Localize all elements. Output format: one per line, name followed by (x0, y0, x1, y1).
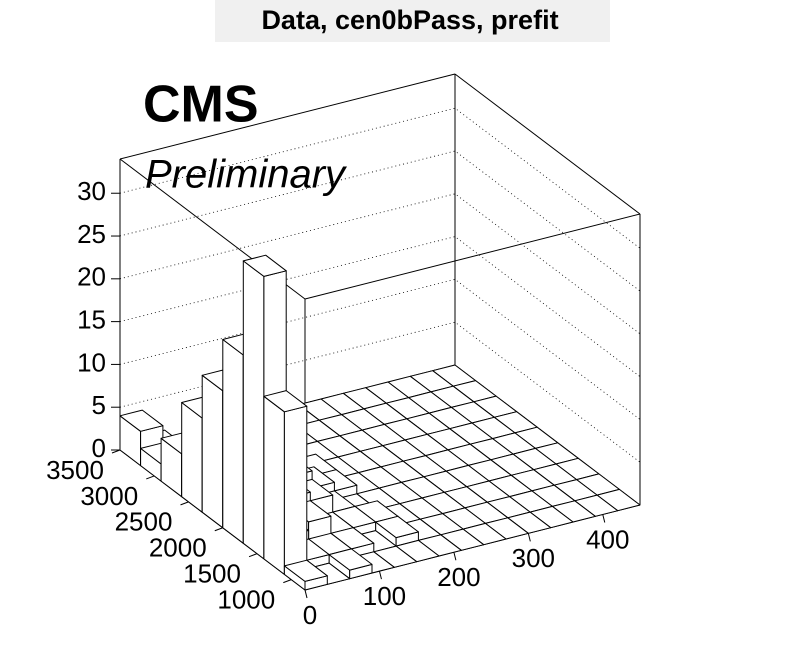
z-tick-label: 5 (92, 390, 106, 420)
grid-line (119, 193, 641, 335)
x-tick-label: 300 (512, 543, 555, 573)
y-tick-label: 1500 (183, 559, 241, 589)
x-tick (304, 589, 308, 599)
x-tick (602, 514, 606, 523)
bar-top (328, 548, 373, 571)
y-tick-label: 3000 (80, 481, 138, 511)
title-box (215, 0, 610, 42)
y-tick-label: 3500 (46, 455, 104, 485)
z-tick-label: 30 (77, 176, 106, 206)
bar (328, 548, 373, 580)
bar-top (283, 559, 328, 582)
grid-line (119, 321, 641, 463)
x-tick (527, 533, 531, 542)
bar (263, 390, 308, 575)
bar-side (181, 402, 203, 513)
chart-title: Data, cen0bPass, prefit (261, 5, 558, 35)
z-tick-label: 10 (77, 347, 106, 377)
bars (119, 254, 641, 591)
bar-front (283, 405, 308, 575)
z-tick-label: 15 (77, 304, 106, 334)
preliminary-label: Preliminary (145, 153, 348, 197)
y-tick-label: 2500 (115, 507, 173, 537)
cms-label: CMS (143, 76, 259, 134)
grid-line (119, 236, 641, 377)
bar-side (242, 260, 265, 560)
frame-edge (119, 73, 456, 160)
x-tick (378, 570, 382, 580)
z-tick-label: 0 (92, 433, 106, 463)
grid-line (119, 150, 641, 292)
y-tick-label: 2000 (149, 533, 207, 563)
x-tick-label: 0 (303, 600, 317, 630)
y-tick (283, 579, 292, 584)
x-tick (453, 552, 457, 561)
z-tick-label: 25 (77, 219, 106, 249)
x-tick-label: 100 (363, 581, 406, 611)
y-tick (111, 449, 121, 454)
x-tick-label: 200 (437, 562, 480, 592)
y-tick-label: 1000 (217, 585, 275, 615)
frame-edge (304, 213, 641, 300)
y-tick (214, 527, 223, 532)
bar-top (375, 515, 419, 539)
bar-top (263, 390, 308, 413)
bar-top (119, 409, 164, 432)
y-tick (146, 475, 155, 480)
bar (375, 515, 419, 547)
z-tick-label: 20 (77, 262, 106, 292)
bar-top (242, 254, 287, 277)
grid-line (119, 107, 641, 249)
y-tick (248, 553, 258, 558)
x-tick-label: 400 (586, 524, 629, 554)
bar (283, 559, 328, 591)
bar-side (263, 395, 285, 575)
y-tick (180, 501, 189, 506)
bar-side (222, 339, 244, 544)
grid-line (119, 278, 641, 420)
bar-side (201, 374, 224, 529)
frame-edge (454, 73, 641, 215)
